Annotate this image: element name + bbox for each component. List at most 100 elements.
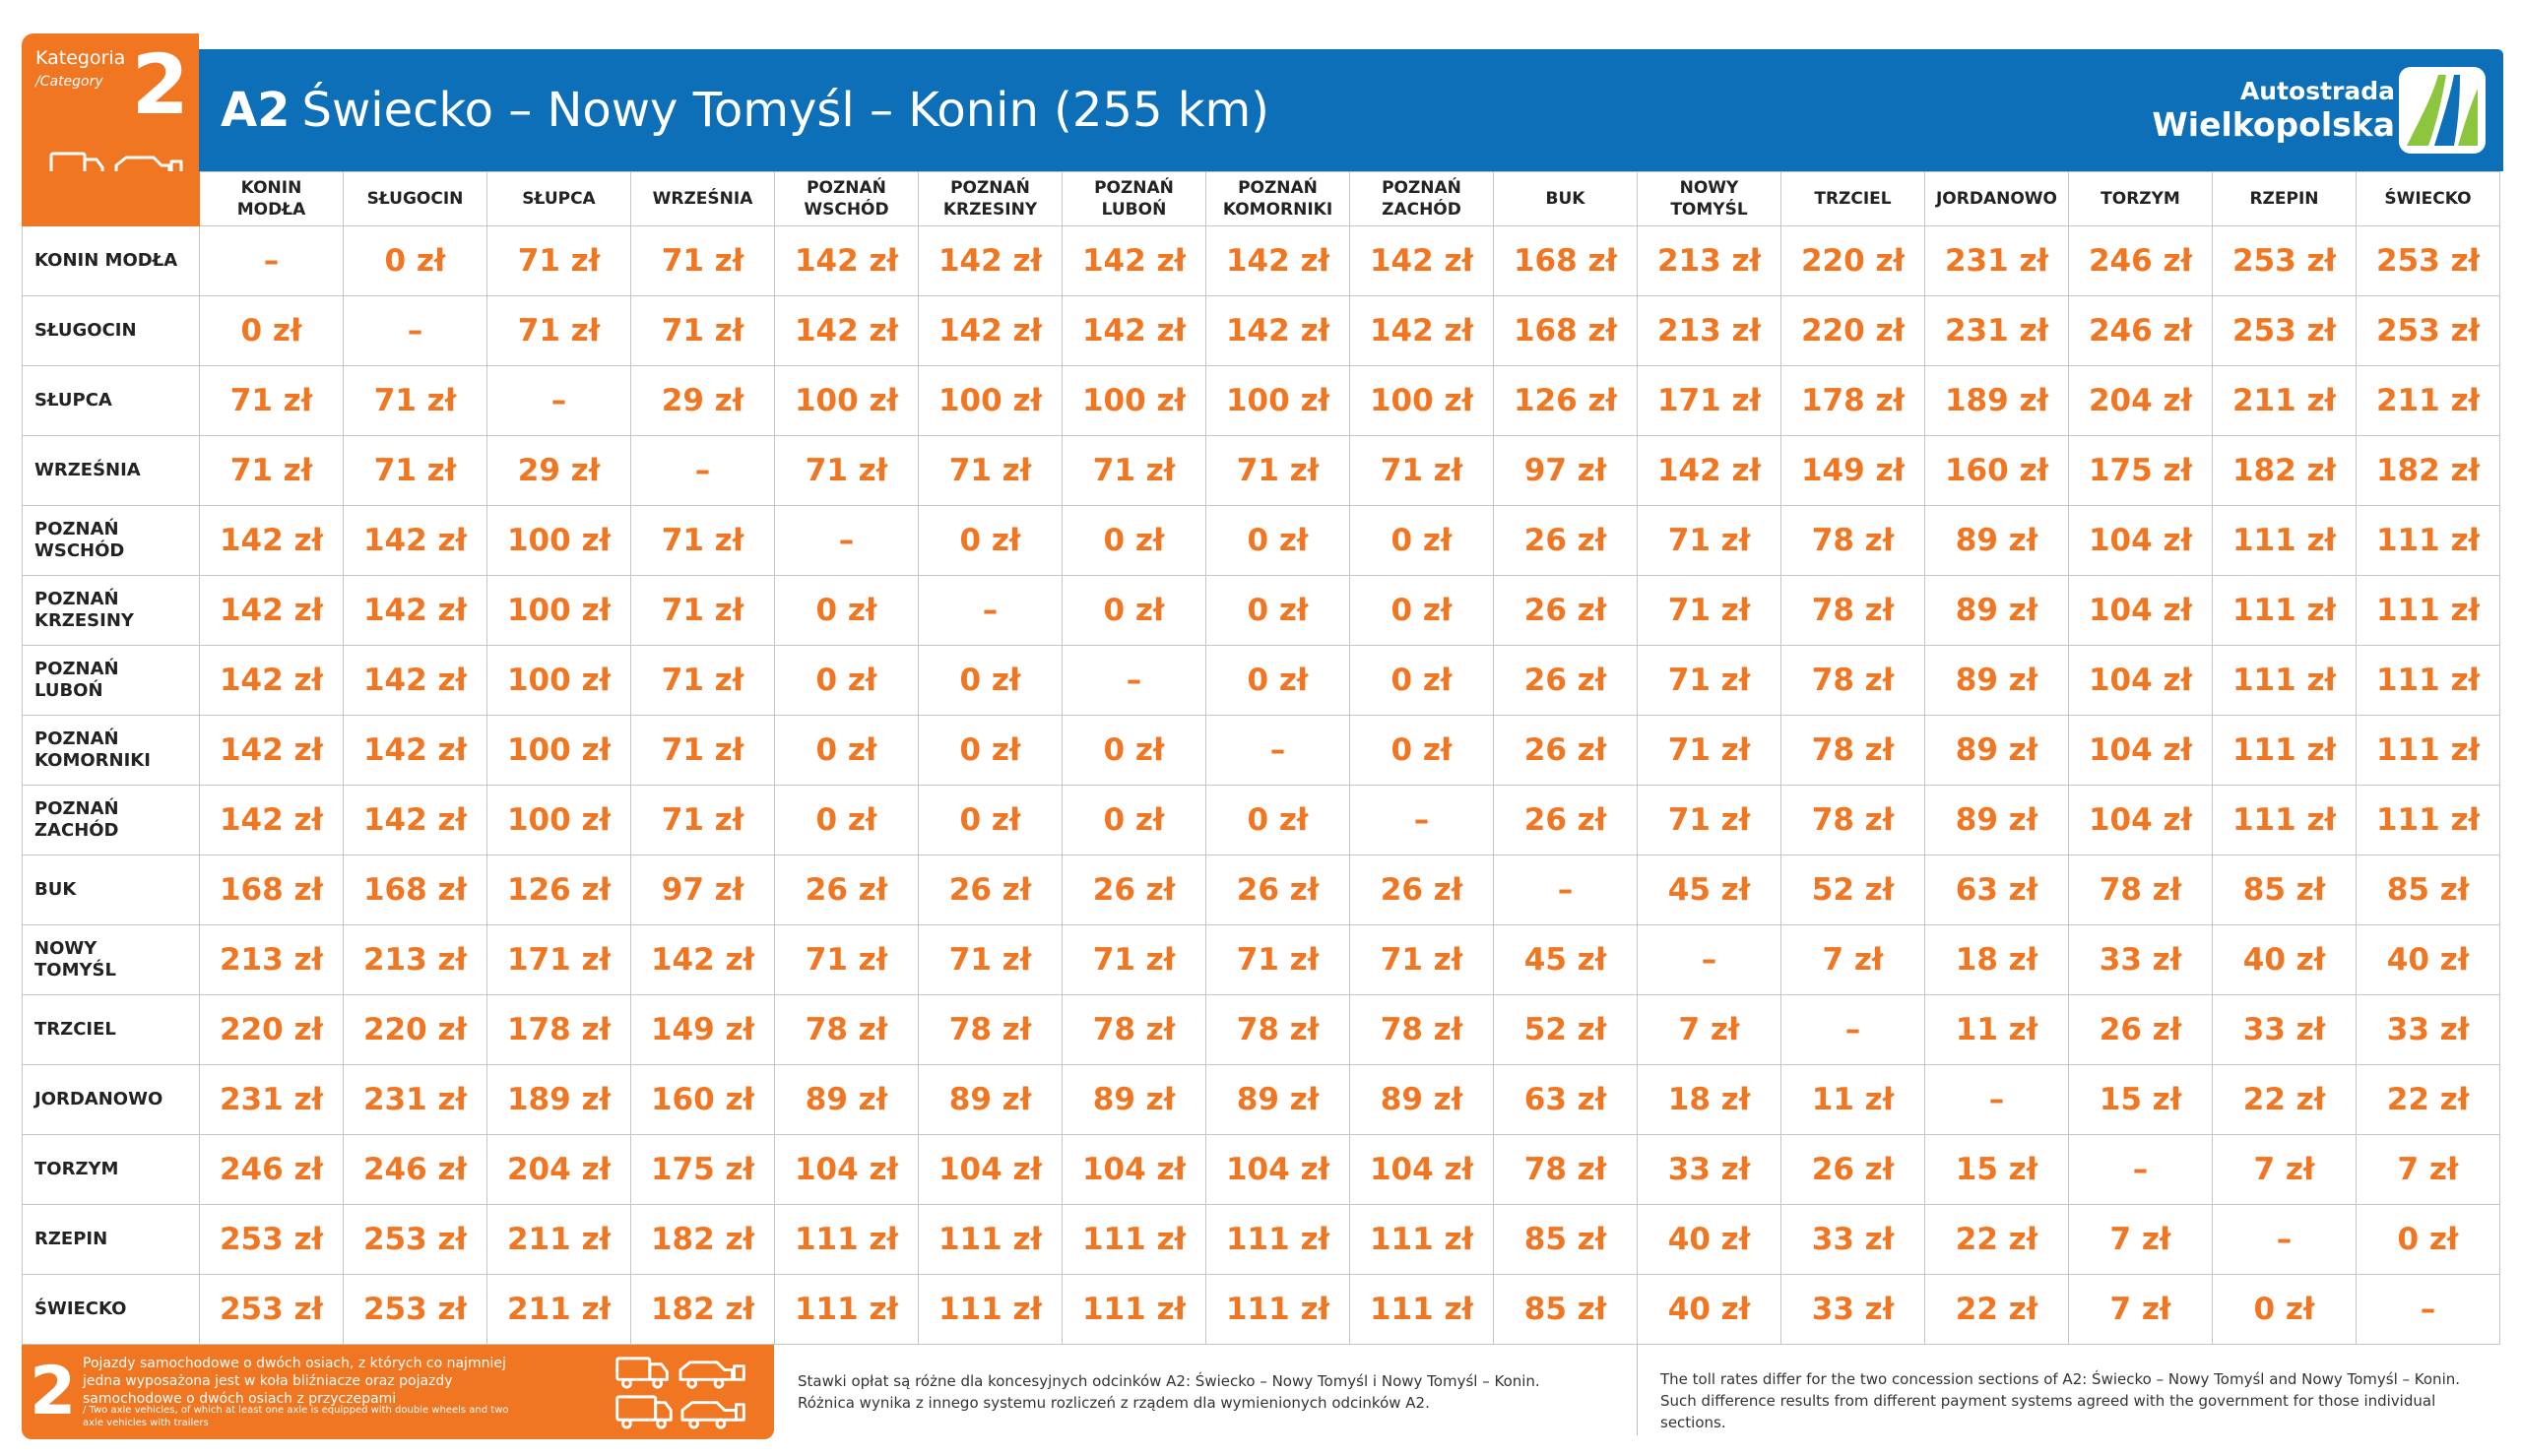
note-english-line-1: The toll rates differ for the two conces… xyxy=(1660,1370,2461,1388)
column-header-line: SŁUPCA xyxy=(522,189,596,209)
row-header-line: TOMYŚL xyxy=(34,960,116,981)
toll-cell: 111 zł xyxy=(1205,1274,1350,1345)
toll-cell: 45 zł xyxy=(1493,924,1638,995)
toll-cell: 142 zł xyxy=(199,575,344,646)
row-header-line: ZACHÓD xyxy=(34,820,119,841)
toll-cell: 253 zł xyxy=(199,1204,344,1275)
column-header-line: TORZYM xyxy=(2101,189,2180,209)
toll-cell: 71 zł xyxy=(630,505,775,576)
toll-cell: 52 zł xyxy=(1780,855,1925,925)
toll-cell: 71 zł xyxy=(199,435,344,506)
toll-cell: 111 zł xyxy=(1062,1274,1206,1345)
toll-cell: 160 zł xyxy=(1924,435,2069,506)
toll-cell: 33 zł xyxy=(1637,1134,1781,1205)
toll-cell: 26 zł xyxy=(1493,575,1638,646)
toll-cell: 63 zł xyxy=(1924,855,2069,925)
table-row: NOWY TOMYŚL 213 zł 213 zł 171 zł 142 zł 71 zł 7… xyxy=(22,924,2500,995)
toll-cell: 0 zł xyxy=(774,645,919,716)
toll-cell: 100 zł xyxy=(1205,365,1350,436)
toll-cell: – xyxy=(1924,1064,2069,1135)
toll-cell: 33 zł xyxy=(1780,1274,1925,1345)
route-name: Świecko – Nowy Tomyśl – Konin (255 km) xyxy=(301,83,1270,138)
row-header-line: RZEPIN xyxy=(34,1229,108,1249)
toll-cell: 111 zł xyxy=(2212,715,2357,786)
toll-cell: 71 zł xyxy=(486,225,631,296)
column-header-line: WRZEŚNIA xyxy=(652,189,753,209)
toll-cell: 111 zł xyxy=(2356,505,2500,576)
column-header: TRZCIEL xyxy=(1780,171,1925,226)
column-header-line: LUBOŃ xyxy=(1101,200,1167,220)
toll-cell: 89 zł xyxy=(1924,575,2069,646)
toll-cell: 246 zł xyxy=(199,1134,344,1205)
toll-cell: 78 zł xyxy=(1780,575,1925,646)
toll-cell: 89 zł xyxy=(1924,715,2069,786)
column-header: POZNAŃ LUBOŃ xyxy=(1062,171,1206,226)
toll-cell: 7 zł xyxy=(1780,924,1925,995)
table-row: KONIN MODŁA –0 zł 71 zł 71 zł 142 zł 142 zł 14… xyxy=(22,225,2500,296)
toll-cell: 100 zł xyxy=(1062,365,1206,436)
toll-cell: – xyxy=(774,505,919,576)
column-header: ŚWIECKO xyxy=(2356,171,2500,226)
row-header-line: LUBOŃ xyxy=(34,680,103,701)
toll-cell: – xyxy=(630,435,775,506)
toll-cell: 100 zł xyxy=(486,715,631,786)
toll-cell: 168 zł xyxy=(1493,225,1638,296)
toll-cell: 142 zł xyxy=(1205,295,1350,366)
toll-cell: 78 zł xyxy=(1493,1134,1638,1205)
toll-cell: 71 zł xyxy=(630,785,775,855)
row-header: POZNAŃ LUBOŃ xyxy=(22,645,200,716)
toll-cell: 0 zł xyxy=(1205,575,1350,646)
toll-cell: 0 zł xyxy=(1062,505,1206,576)
row-header-line: WSCHÓD xyxy=(34,540,125,561)
column-header: JORDANOWO xyxy=(1924,171,2069,226)
row-header: TRZCIEL xyxy=(22,994,200,1065)
row-header: POZNAŃ WSCHÓD xyxy=(22,505,200,576)
row-header-line: SŁUGOCIN xyxy=(34,320,137,341)
toll-cell: 204 zł xyxy=(486,1134,631,1205)
table-row: WRZEŚNIA 71 zł 71 zł 29 zł –71 zł 71 zł 71 zł 7… xyxy=(22,435,2500,506)
column-header: SŁUPCA xyxy=(486,171,631,226)
toll-cell: 253 zł xyxy=(2212,225,2357,296)
toll-cell: 253 zł xyxy=(343,1204,487,1275)
toll-cell: 182 zł xyxy=(630,1274,775,1345)
toll-cell: 204 zł xyxy=(2068,365,2213,436)
toll-cell: – xyxy=(1637,924,1781,995)
toll-cell: 0 zł xyxy=(343,225,487,296)
toll-cell: – xyxy=(1205,715,1350,786)
table-row: TRZCIEL 220 zł 220 zł 178 zł 149 zł 78 zł 78 z… xyxy=(22,994,2500,1065)
toll-cell: 111 zł xyxy=(774,1204,919,1275)
toll-cell: 97 zł xyxy=(630,855,775,925)
toll-cell: 71 zł xyxy=(1205,435,1350,506)
column-header-line: WSCHÓD xyxy=(804,200,889,220)
toll-cell: 231 zł xyxy=(1924,225,2069,296)
toll-cell: 142 zł xyxy=(343,505,487,576)
toll-cell: 253 zł xyxy=(2212,295,2357,366)
toll-cell: 89 zł xyxy=(918,1064,1063,1135)
row-header-line: ŚWIECKO xyxy=(34,1298,127,1319)
column-header-line: SŁUGOCIN xyxy=(366,189,464,209)
toll-table: KONIN MODŁA SŁUGOCIN SŁUPCA WRZEŚNIA POZNAŃ WS… xyxy=(22,171,2500,1345)
toll-cell: 220 zł xyxy=(343,994,487,1065)
table-row: BUK 168 zł 168 zł 126 zł 97 zł 26 zł 26 zł 26 z… xyxy=(22,855,2500,925)
row-header-line: POZNAŃ xyxy=(34,659,119,679)
note-polish-line-2: Różnica wynika z innego systemu rozlicze… xyxy=(798,1394,1430,1412)
toll-cell: 160 zł xyxy=(630,1064,775,1135)
toll-cell: 100 zł xyxy=(486,505,631,576)
table-row: POZNAŃ WSCHÓD 142 zł 142 zł 100 zł 71 zł –0 zł… xyxy=(22,505,2500,576)
toll-cell: 100 zł xyxy=(486,645,631,716)
toll-cell: 111 zł xyxy=(1205,1204,1350,1275)
toll-cell: 33 zł xyxy=(1780,1204,1925,1275)
toll-cell: 33 zł xyxy=(2356,994,2500,1065)
toll-cell: 26 zł xyxy=(1349,855,1494,925)
toll-cell: 213 zł xyxy=(1637,225,1781,296)
two-axle-vehicles-icon xyxy=(615,1357,745,1429)
row-header: JORDANOWO xyxy=(22,1064,200,1135)
toll-cell: 168 zł xyxy=(1493,295,1638,366)
toll-cell: 246 zł xyxy=(2068,225,2213,296)
toll-cell: 71 zł xyxy=(630,715,775,786)
toll-cell: 104 zł xyxy=(918,1134,1063,1205)
row-header: BUK xyxy=(22,855,200,925)
toll-cell: 78 zł xyxy=(1780,505,1925,576)
category-number: 2 xyxy=(131,36,189,133)
toll-cell: 142 zł xyxy=(199,645,344,716)
